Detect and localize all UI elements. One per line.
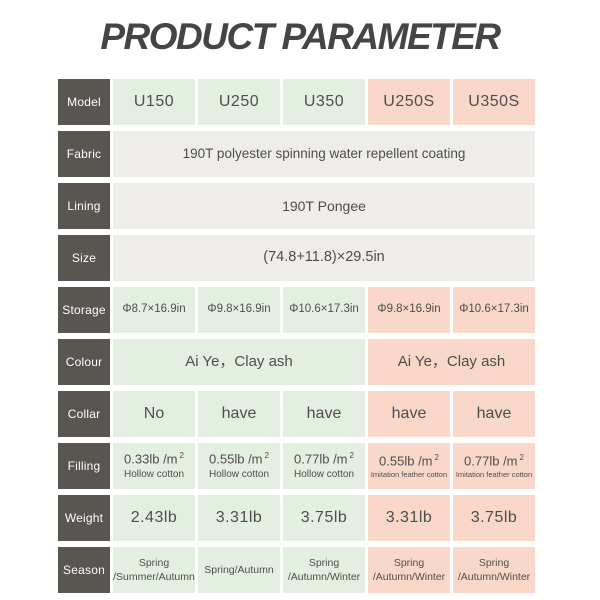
weight-cell: 3.75lb — [283, 495, 365, 541]
weight-cell: 3.31lb — [368, 495, 450, 541]
storage-cell: Φ9.8×16.9in — [198, 287, 280, 333]
season-cell: Spring /Autumn/Winter — [368, 547, 450, 593]
storage-cell: Φ8.7×16.9in — [113, 287, 195, 333]
colour-green-cell: Ai Ye，Clay ash — [113, 339, 365, 385]
page-title: PRODUCT PARAMETER — [100, 16, 501, 57]
collar-cell: No — [113, 391, 195, 437]
storage-cell: Φ9.8×16.9in — [368, 287, 450, 333]
filling-note: Hollow cotton — [293, 468, 355, 480]
row-label-storage: Storage — [58, 287, 110, 333]
collar-cell: have — [368, 391, 450, 437]
collar-cell: have — [198, 391, 280, 437]
filling-note: Hollow cotton — [123, 468, 185, 480]
filling-value: 0.33lb /m 2 — [124, 451, 184, 467]
season-cell: Spring /Autumn/Winter — [453, 547, 535, 593]
filling-cell: 0.55lb /m 2 Hollow cotton — [198, 443, 280, 489]
row-label-collar: Collar — [58, 391, 110, 437]
fabric-value-cell: 190T polyester spinning water repellent … — [113, 131, 535, 177]
size-value-cell: (74.8+11.8)×29.5in — [113, 235, 535, 281]
lining-value-cell: 190T Pongee — [113, 183, 535, 229]
collar-cell: have — [453, 391, 535, 437]
row-label-weight: Weight — [58, 495, 110, 541]
storage-cell: Φ10.6×17.3in — [453, 287, 535, 333]
product-parameter-table: Model U150 U250 U350 U250S U350S Fabric … — [58, 79, 535, 593]
filling-value: 0.77lb /m 2 — [294, 451, 354, 467]
weight-cell: 2.43lb — [113, 495, 195, 541]
weight-cell: 3.31lb — [198, 495, 280, 541]
filling-value: 0.55lb /m 2 — [379, 452, 439, 468]
row-label-colour: Colour — [58, 339, 110, 385]
row-label-lining: Lining — [58, 183, 110, 229]
filling-value: 0.55lb /m 2 — [209, 451, 269, 467]
collar-cell: have — [283, 391, 365, 437]
filling-cell: 0.77lb /m 2 Imitation feather cotton — [453, 443, 535, 489]
season-cell: Spring /Summer/Autumn — [113, 547, 195, 593]
row-label-size: Size — [58, 235, 110, 281]
storage-cell: Φ10.6×17.3in — [283, 287, 365, 333]
filling-cell: 0.55lb /m 2 Imitation feather cotton — [368, 443, 450, 489]
filling-note: Imitation feather cotton — [455, 470, 533, 480]
colour-pink-cell: Ai Ye，Clay ash — [368, 339, 535, 385]
filling-note: Hollow cotton — [208, 468, 270, 480]
model-u250s-cell: U250S — [368, 79, 450, 125]
filling-cell: 0.77lb /m 2 Hollow cotton — [283, 443, 365, 489]
model-u350-cell: U350 — [283, 79, 365, 125]
season-cell: Spring /Autumn/Winter — [283, 547, 365, 593]
filling-value: 0.77lb /m 2 — [464, 452, 524, 468]
row-label-filling: Filling — [58, 443, 110, 489]
model-u250-cell: U250 — [198, 79, 280, 125]
season-cell: Spring/Autumn — [198, 547, 280, 593]
weight-cell: 3.75lb — [453, 495, 535, 541]
filling-note: Imitation feather cotton — [370, 470, 448, 480]
row-label-model: Model — [58, 79, 110, 125]
model-u150-cell: U150 — [113, 79, 195, 125]
filling-cell: 0.33lb /m 2 Hollow cotton — [113, 443, 195, 489]
model-u350s-cell: U350S — [453, 79, 535, 125]
row-label-fabric: Fabric — [58, 131, 110, 177]
row-label-season: Season — [58, 547, 110, 593]
